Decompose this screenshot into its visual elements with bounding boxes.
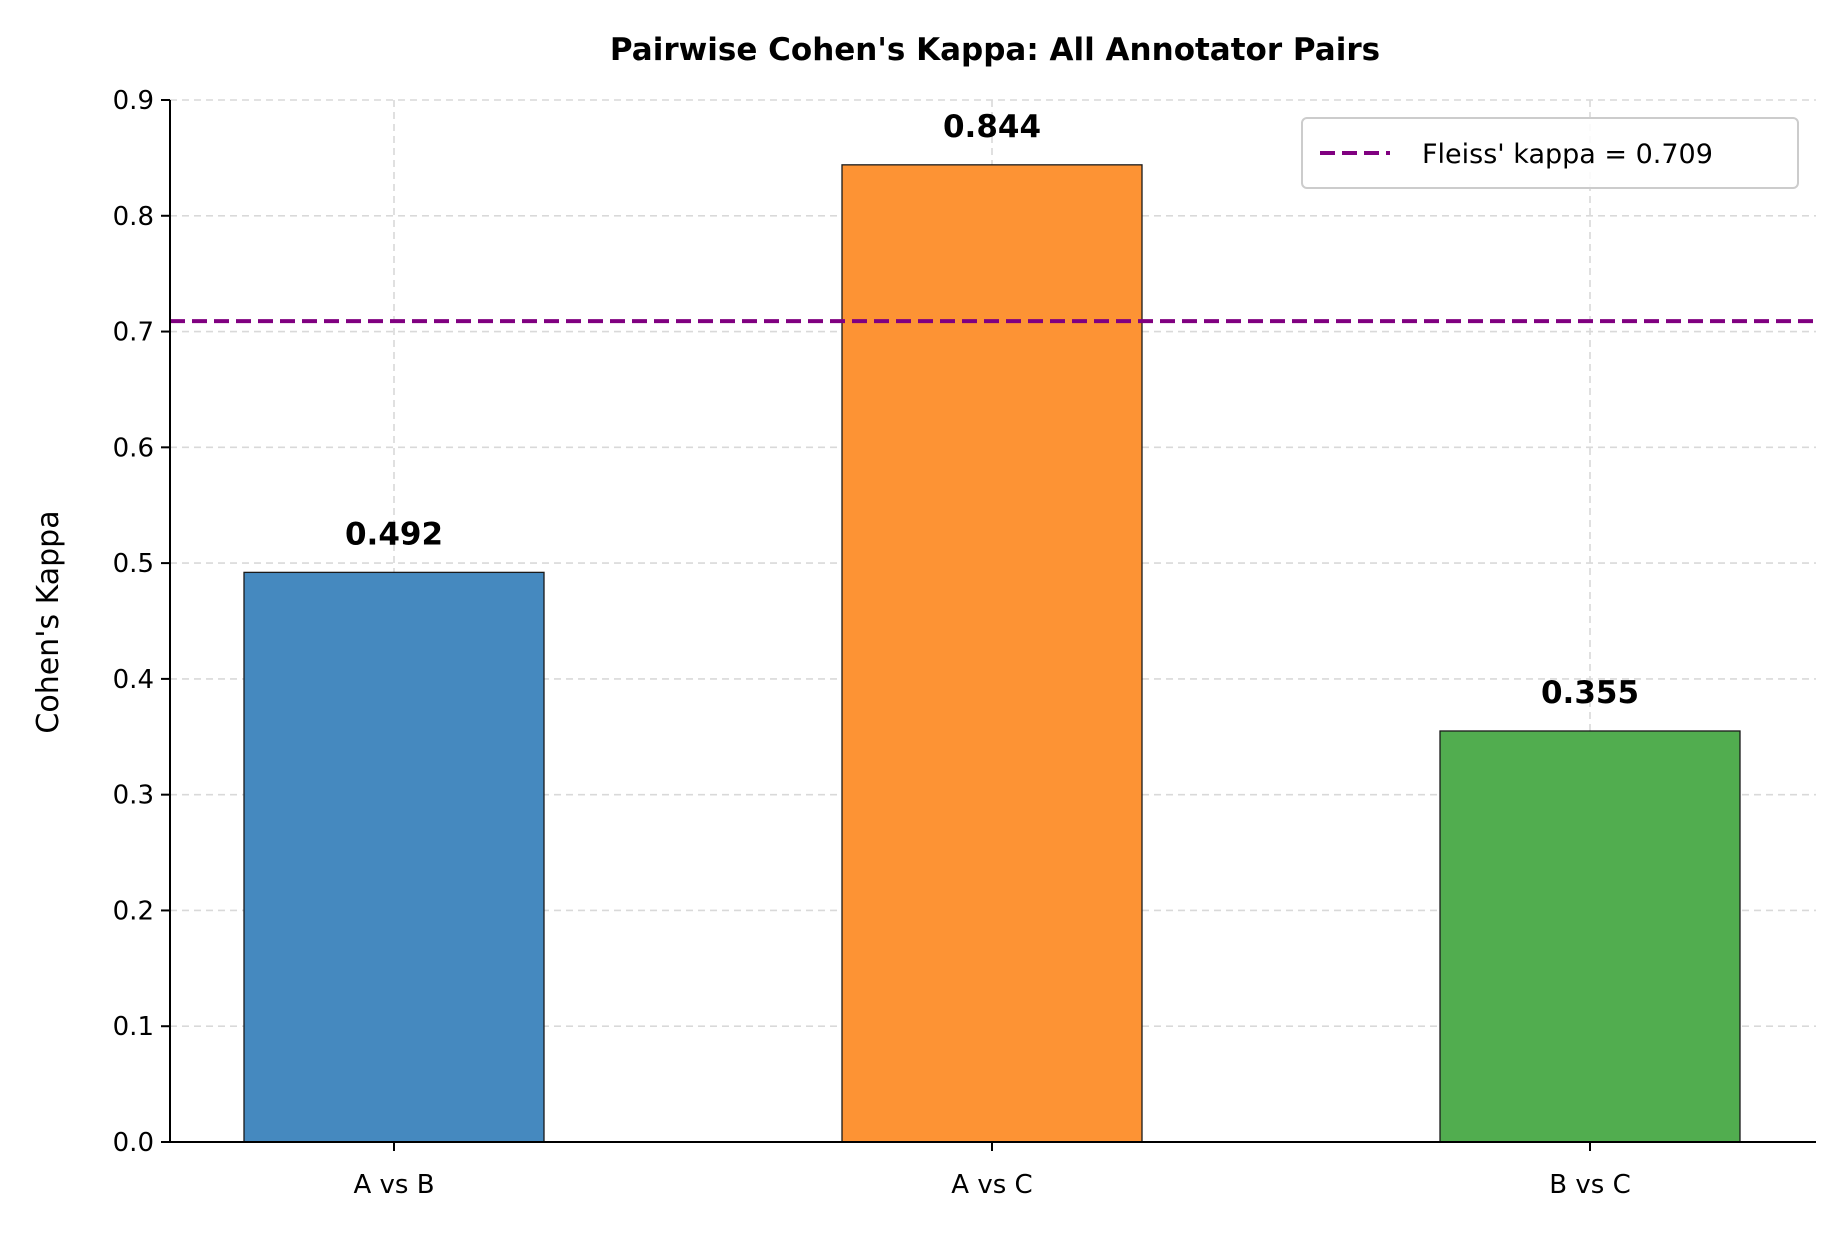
bar-value-label: 0.844 [943,109,1041,145]
x-tick-label: B vs C [1549,1170,1630,1200]
y-axis-label: Cohen's Kappa [31,510,66,733]
legend-box [1301,117,1799,189]
chart-title: Pairwise Cohen's Kappa: All Annotator Pa… [610,32,1380,68]
legend-label: Fleiss' kappa = 0.709 [1422,139,1713,170]
x-tick-label: A vs B [353,1170,434,1200]
bar-value-label: 0.492 [345,516,443,552]
y-tick-label: 0.7 [113,318,154,348]
x-tick-label: A vs C [951,1170,1032,1200]
y-tick-label: 0.4 [113,665,154,695]
bar-2 [841,164,1143,1143]
bars [243,164,1741,1143]
y-tick-label: 0.8 [113,202,154,232]
y-tick-label: 0.6 [113,433,154,463]
bar-value-label: 0.355 [1541,675,1639,711]
y-tick-label: 0.2 [113,896,154,926]
y-tick-label: 0.0 [113,1128,154,1158]
axes: 0.0 0.1 0.2 0.3 0.4 0.5 0.6 0.7 0.8 0.9 A vs B A vs… [113,86,1816,1200]
y-tick-label: 0.3 [113,781,154,811]
y-tick-label: 0.1 [113,1012,154,1042]
bar-1 [243,571,545,1143]
y-tick-label: 0.5 [113,549,154,579]
bar-3 [1439,730,1741,1143]
value-labels: 0.492 0.844 0.355 [345,109,1639,711]
legend: Fleiss' kappa = 0.709 [1301,117,1799,189]
y-tick-label: 0.9 [113,86,154,116]
